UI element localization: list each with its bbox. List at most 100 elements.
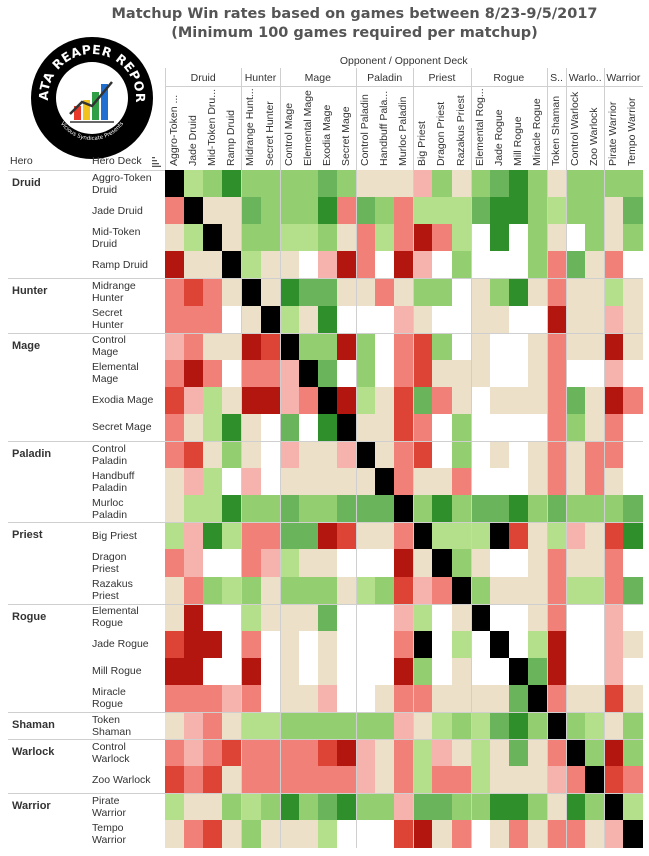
matchup-cell[interactable] <box>470 251 490 279</box>
matchup-cell[interactable] <box>508 332 529 360</box>
matchup-cell[interactable] <box>317 441 338 469</box>
matchup-cell[interactable] <box>356 359 376 388</box>
matchup-cell[interactable] <box>508 766 529 794</box>
matchup-cell[interactable] <box>260 495 280 523</box>
matchup-cell[interactable] <box>336 739 357 767</box>
matchup-cell[interactable] <box>508 576 529 604</box>
matchup-cell[interactable] <box>298 495 319 523</box>
matchup-cell[interactable] <box>623 170 643 198</box>
matchup-cell[interactable] <box>413 766 433 794</box>
matchup-cell[interactable] <box>508 657 529 686</box>
matchup-cell[interactable] <box>317 278 338 306</box>
matchup-cell[interactable] <box>279 522 299 550</box>
matchup-cell[interactable] <box>260 197 280 225</box>
matchup-cell[interactable] <box>470 603 490 631</box>
matchup-cell[interactable] <box>203 278 223 306</box>
matchup-cell[interactable] <box>203 820 223 848</box>
matchup-cell[interactable] <box>585 278 605 306</box>
matchup-cell[interactable] <box>547 522 567 550</box>
matchup-cell[interactable] <box>394 603 414 631</box>
matchup-cell[interactable] <box>566 359 586 388</box>
matchup-cell[interactable] <box>184 522 204 550</box>
matchup-cell[interactable] <box>336 603 357 631</box>
matchup-cell[interactable] <box>604 657 624 686</box>
matchup-cell[interactable] <box>413 251 433 279</box>
matchup-cell[interactable] <box>356 630 376 659</box>
matchup-cell[interactable] <box>241 170 261 198</box>
matchup-cell[interactable] <box>566 332 586 360</box>
matchup-cell[interactable] <box>394 278 414 306</box>
matchup-cell[interactable] <box>317 522 338 550</box>
matchup-cell[interactable] <box>222 766 242 794</box>
matchup-cell[interactable] <box>260 413 280 442</box>
matchup-cell[interactable] <box>604 170 624 198</box>
matchup-cell[interactable] <box>241 468 261 496</box>
matchup-cell[interactable] <box>203 251 223 279</box>
matchup-cell[interactable] <box>508 712 529 740</box>
matchup-cell[interactable] <box>527 278 548 306</box>
matchup-cell[interactable] <box>508 251 529 279</box>
matchup-cell[interactable] <box>184 576 204 604</box>
matchup-cell[interactable] <box>260 657 280 686</box>
matchup-cell[interactable] <box>623 603 643 631</box>
matchup-cell[interactable] <box>432 441 452 469</box>
matchup-cell[interactable] <box>451 739 471 767</box>
matchup-cell[interactable] <box>375 224 395 252</box>
matchup-cell[interactable] <box>566 468 586 496</box>
matchup-cell[interactable] <box>566 739 586 767</box>
matchup-cell[interactable] <box>203 630 223 659</box>
matchup-cell[interactable] <box>527 549 548 577</box>
matchup-cell[interactable] <box>432 522 452 550</box>
matchup-cell[interactable] <box>260 630 280 659</box>
matchup-cell[interactable] <box>279 278 299 306</box>
matchup-cell[interactable] <box>165 793 185 821</box>
matchup-cell[interactable] <box>432 603 452 631</box>
matchup-cell[interactable] <box>336 197 357 225</box>
matchup-cell[interactable] <box>527 739 548 767</box>
matchup-cell[interactable] <box>489 278 510 306</box>
matchup-cell[interactable] <box>260 224 280 252</box>
matchup-cell[interactable] <box>470 657 490 686</box>
matchup-cell[interactable] <box>184 468 204 496</box>
matchup-cell[interactable] <box>604 278 624 306</box>
matchup-cell[interactable] <box>451 305 471 333</box>
matchup-cell[interactable] <box>298 549 319 577</box>
matchup-cell[interactable] <box>279 684 299 713</box>
matchup-cell[interactable] <box>279 332 299 360</box>
matchup-cell[interactable] <box>222 820 242 848</box>
matchup-cell[interactable] <box>566 712 586 740</box>
matchup-cell[interactable] <box>394 224 414 252</box>
matchup-cell[interactable] <box>547 712 567 740</box>
matchup-cell[interactable] <box>451 820 471 848</box>
matchup-cell[interactable] <box>241 712 261 740</box>
matchup-cell[interactable] <box>356 305 376 333</box>
matchup-cell[interactable] <box>470 332 490 360</box>
matchup-cell[interactable] <box>508 170 529 198</box>
matchup-cell[interactable] <box>203 386 223 415</box>
matchup-cell[interactable] <box>623 332 643 360</box>
matchup-cell[interactable] <box>566 820 586 848</box>
matchup-cell[interactable] <box>623 793 643 821</box>
matchup-cell[interactable] <box>394 386 414 415</box>
matchup-cell[interactable] <box>222 278 242 306</box>
matchup-cell[interactable] <box>298 630 319 659</box>
matchup-cell[interactable] <box>260 603 280 631</box>
matchup-cell[interactable] <box>165 413 185 442</box>
matchup-cell[interactable] <box>356 576 376 604</box>
matchup-cell[interactable] <box>336 278 357 306</box>
matchup-cell[interactable] <box>623 820 643 848</box>
matchup-cell[interactable] <box>394 576 414 604</box>
matchup-cell[interactable] <box>279 793 299 821</box>
matchup-cell[interactable] <box>623 197 643 225</box>
matchup-cell[interactable] <box>317 224 338 252</box>
matchup-cell[interactable] <box>241 630 261 659</box>
matchup-cell[interactable] <box>489 522 510 550</box>
matchup-cell[interactable] <box>356 495 376 523</box>
matchup-cell[interactable] <box>623 305 643 333</box>
matchup-cell[interactable] <box>566 170 586 198</box>
matchup-cell[interactable] <box>222 793 242 821</box>
matchup-cell[interactable] <box>489 793 510 821</box>
matchup-cell[interactable] <box>394 684 414 713</box>
matchup-cell[interactable] <box>432 197 452 225</box>
matchup-cell[interactable] <box>279 766 299 794</box>
